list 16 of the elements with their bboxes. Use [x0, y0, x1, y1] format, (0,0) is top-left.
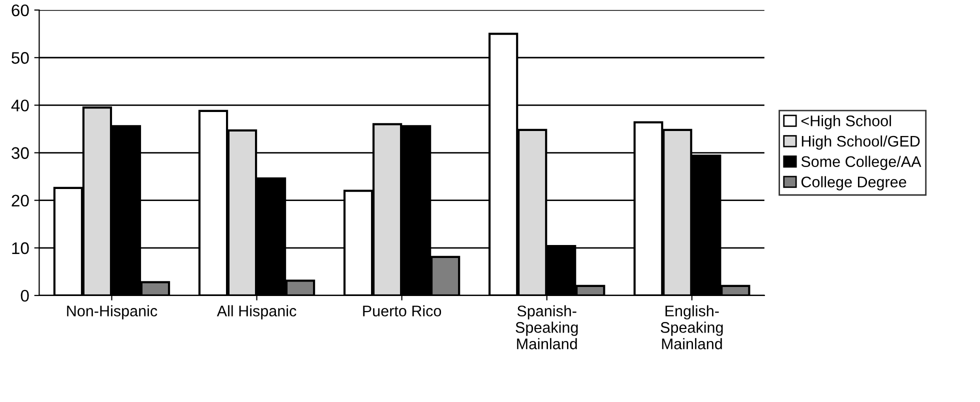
x-tick-label: Puerto Rico [363, 305, 442, 316]
x-tick-label: Spanish- Speaking Mainland [516, 305, 578, 350]
x-tick-label: English- Speaking Mainland [660, 305, 723, 350]
y-tick-label: 40 [11, 100, 29, 112]
x-tick-label: Non-Hispanic [67, 305, 158, 320]
y-tick-label: 30 [12, 147, 29, 159]
legend-label: High School/GED [802, 135, 920, 150]
y-tick-label: 0 [20, 290, 29, 302]
legend-label: Some College/AA [801, 156, 922, 170]
x-tick-label: All Hispanic [216, 305, 296, 320]
y-tick-label: 50 [12, 52, 29, 64]
legend-label: <High School [801, 115, 891, 130]
y-tick-label: 20 [12, 194, 29, 207]
y-tick-label: 10 [12, 242, 29, 254]
y-tick-label: 60 [12, 4, 29, 16]
legend-label: College Degree [801, 176, 906, 190]
